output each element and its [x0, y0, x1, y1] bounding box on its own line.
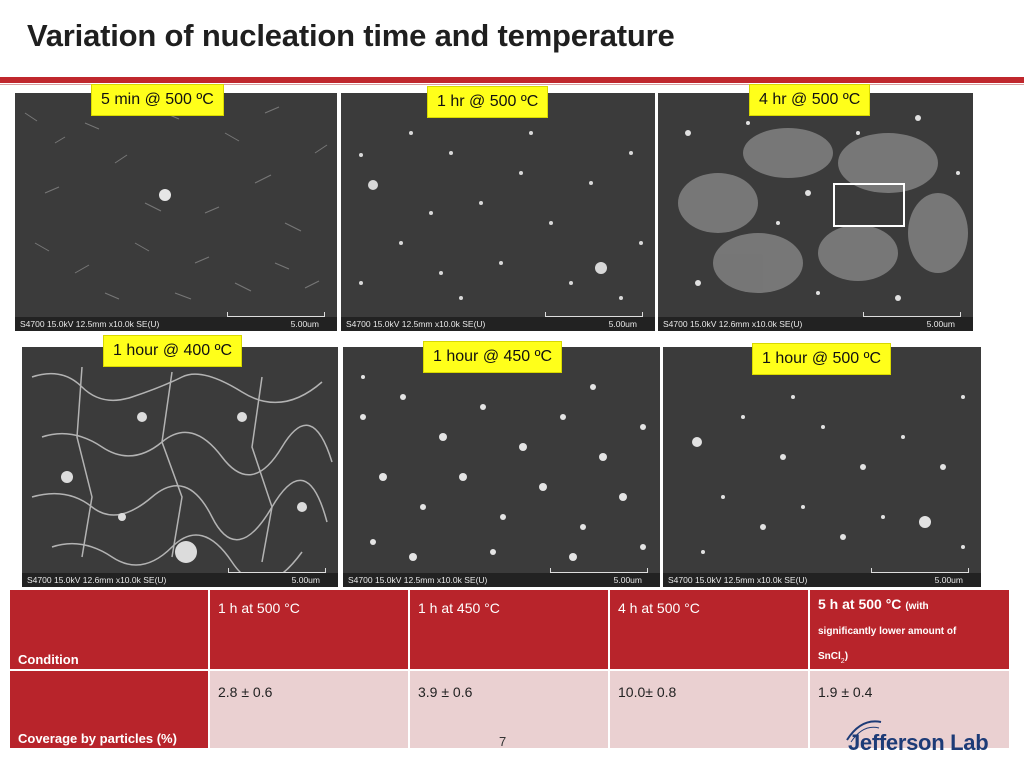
micrograph-info: S4700 15.0kV 12.6mm x10.0k SE(U)	[663, 319, 803, 329]
scale-label: 5.00um	[291, 575, 320, 585]
scale-bar	[871, 568, 969, 573]
column-header-note: (with	[905, 601, 929, 612]
micrograph-texture	[24, 106, 328, 300]
scale-bar	[863, 312, 961, 317]
scale-bar	[228, 568, 326, 573]
label-1hour-400c: 1 hour @ 400 ºC	[103, 335, 243, 367]
scale-label: 5.00um	[613, 575, 642, 585]
condition-header: Condition	[8, 588, 210, 671]
slide-title: Variation of nucleation time and tempera…	[27, 18, 675, 53]
scale-label: 5.00um	[934, 575, 963, 585]
scale-bar	[545, 312, 643, 317]
label-1hour-450c: 1 hour @ 450 ºC	[423, 341, 563, 373]
table-cell: 10.0± 0.8	[608, 669, 810, 750]
column-header: 1 h at 500 °C	[208, 588, 410, 671]
table-cell: 1.9 ± 0.4	[808, 669, 1011, 750]
micrograph-5min-500c: S4700 15.0kV 12.5mm x10.0k SE(U) 5.00um	[15, 93, 337, 331]
micrograph-texture	[31, 366, 333, 573]
label-4hr-500c: 4 hr @ 500 ºC	[749, 84, 871, 116]
micrograph-texture	[692, 395, 965, 554]
micrograph-info: S4700 15.0kV 12.5mm x10.0k SE(U)	[348, 575, 488, 585]
micrograph-1hour-400c: S4700 15.0kV 12.6mm x10.0k SE(U) 5.00um	[22, 347, 338, 587]
table-cell: 2.8 ± 0.6	[208, 669, 410, 750]
column-header: 4 h at 500 °C	[608, 588, 810, 671]
micrograph-4hr-500c: S4700 15.0kV 12.6mm x10.0k SE(U) 5.00um	[658, 93, 973, 331]
micrograph-info: S4700 15.0kV 12.5mm x10.0k SE(U)	[668, 575, 808, 585]
scale-bar	[550, 568, 648, 573]
scale-label: 5.00um	[608, 319, 637, 329]
title-divider	[0, 77, 1024, 85]
label-5min-500c: 5 min @ 500 ºC	[91, 84, 224, 116]
micrograph-texture	[360, 375, 646, 561]
micrograph-info: S4700 15.0kV 12.6mm x10.0k SE(U)	[27, 575, 167, 585]
micrograph-info: S4700 15.0kV 12.5mm x10.0k SE(U)	[20, 319, 160, 329]
column-header-5h-500c: 5 h at 500 °C (with significantly lower …	[808, 588, 1011, 671]
logo-swoosh-icon	[846, 720, 882, 743]
logo-text: Jefferson Lab	[848, 730, 989, 755]
micrograph-1hour-450c: S4700 15.0kV 12.5mm x10.0k SE(U) 5.00um	[343, 347, 660, 587]
row-label: Coverage by particles (%)	[8, 669, 210, 750]
column-header-main: 5 h at 500 °C	[818, 596, 902, 612]
micrograph-info: S4700 15.0kV 12.5mm x10.0k SE(U)	[346, 319, 486, 329]
scale-bar	[227, 312, 325, 317]
label-1hour-500c: 1 hour @ 500 ºC	[752, 343, 892, 375]
column-header-note: SnCl	[818, 651, 841, 662]
column-header: 1 h at 450 °C	[408, 588, 610, 671]
column-header-note: significantly lower amount of	[818, 626, 957, 637]
table-header-row: Condition 1 h at 500 °C 1 h at 450 °C 4 …	[8, 588, 1011, 671]
page-number: 7	[499, 734, 507, 749]
micrograph-1hr-500c: S4700 15.0kV 12.5mm x10.0k SE(U) 5.00um	[341, 93, 655, 331]
micrograph-texture	[678, 115, 968, 301]
label-1hr-500c: 1 hr @ 500 ºC	[427, 86, 549, 118]
table-cell: 3.9 ± 0.6	[408, 669, 610, 750]
column-header-note: )	[844, 651, 849, 662]
results-table: Condition 1 h at 500 °C 1 h at 450 °C 4 …	[8, 588, 1011, 750]
table-row: Coverage by particles (%) 2.8 ± 0.6 3.9 …	[8, 669, 1011, 750]
scale-label: 5.00um	[926, 319, 955, 329]
micrograph-1hour-500c: S4700 15.0kV 12.5mm x10.0k SE(U) 5.00um	[663, 347, 981, 587]
micrograph-texture	[359, 131, 643, 300]
scale-label: 5.00um	[290, 319, 319, 329]
jefferson-lab-logo: Jefferson Lab	[843, 720, 993, 762]
subscript: 2	[840, 657, 845, 665]
